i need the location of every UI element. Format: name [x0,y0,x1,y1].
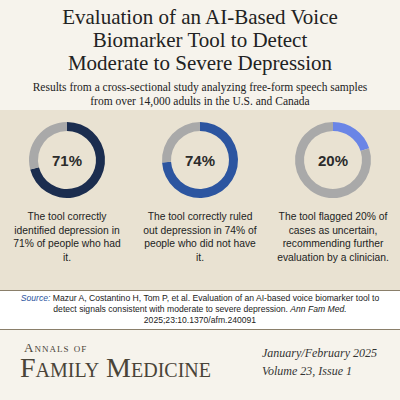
html-text:January/February 2025: January/February 2025 [262,346,377,360]
html-text:Results from a cross-sectional: Results from a cross-sectional study ana… [32,81,368,93]
html-text:2025;23:10.1370/afm.240091: 2025;23:10.1370/afm.240091 [143,315,257,325]
html-text:The tool flagged 20% of cases: The tool flagged 20% of cases as uncerta… [277,211,389,263]
html-text:Family Medicine: Family Medicine [20,352,211,383]
html-text:The tool correctly identified: The tool correctly identified depression… [13,211,121,263]
html-text:The tool correctly ruled out d: The tool correctly ruled out depression … [143,211,257,263]
html-text:Volume 23, Issue 1: Volume 23, Issue 1 [262,364,352,378]
svg-text:20%: 20% [318,152,348,169]
svg-text:74%: 74% [185,152,215,169]
html-text:Biomarker Tool to Detect: Biomarker Tool to Detect [92,28,308,52]
html-text:Evaluation of an AI-Based Voic: Evaluation of an AI-Based Voice [62,5,338,29]
html-text:from over 14,000 adults in the: from over 14,000 adults in the U.S. and … [90,95,310,107]
html-text:Annals of: Annals of [24,340,88,355]
html-text:Moderate to Severe Depression: Moderate to Severe Depression [67,51,333,75]
svg-text:71%: 71% [52,152,82,169]
html-text:Source: Mazur A, Costantino H,: Source: Mazur A, Costantino H, Tom P, et… [20,293,380,314]
